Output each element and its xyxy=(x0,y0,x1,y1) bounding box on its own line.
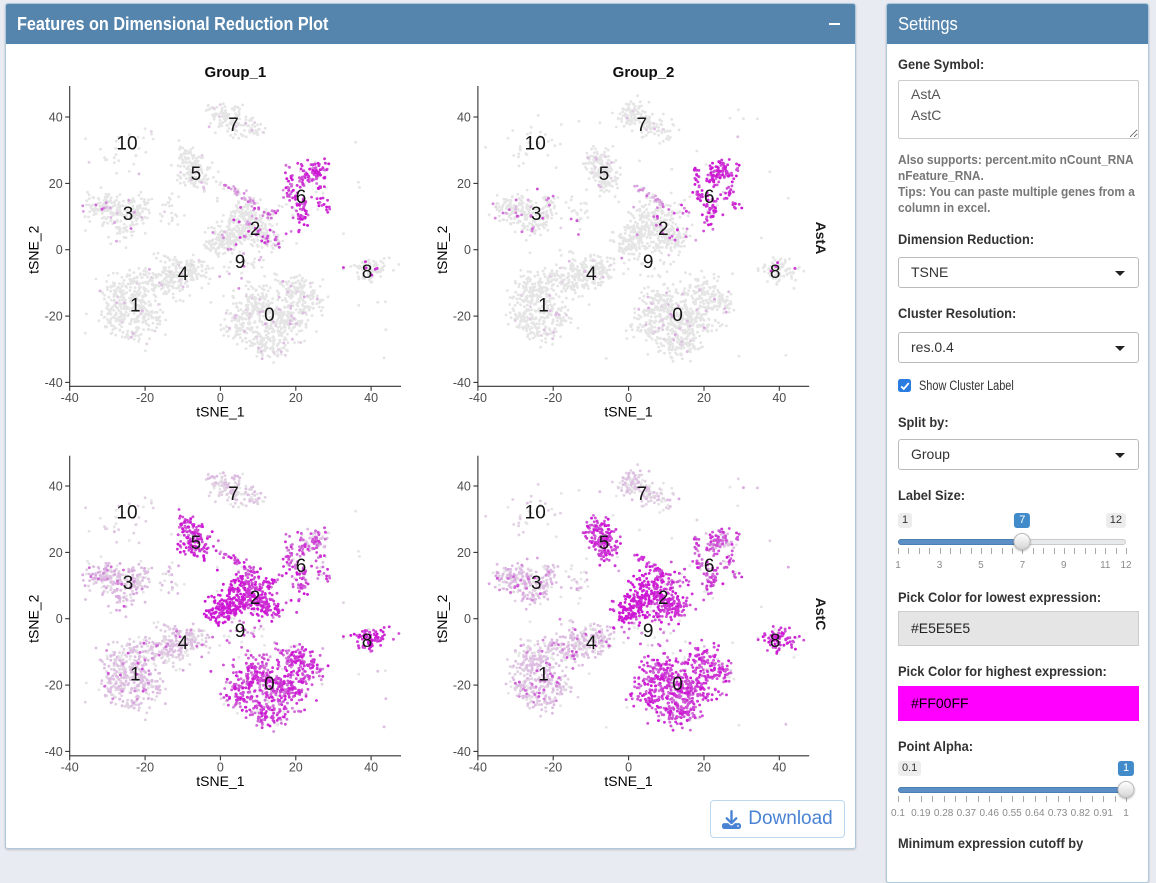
svg-text:20: 20 xyxy=(697,760,711,774)
svg-text:8: 8 xyxy=(770,631,781,652)
svg-text:5: 5 xyxy=(599,164,610,185)
svg-text:4: 4 xyxy=(178,264,189,285)
svg-text:2: 2 xyxy=(658,219,669,240)
svg-text:6: 6 xyxy=(704,556,715,577)
svg-text:7: 7 xyxy=(637,484,648,505)
svg-text:tSNE_1: tSNE_1 xyxy=(196,773,244,789)
svg-text:0: 0 xyxy=(217,391,224,405)
svg-text:-40: -40 xyxy=(45,745,63,759)
svg-text:4: 4 xyxy=(586,633,597,654)
svg-text:AstC: AstC xyxy=(813,598,829,631)
svg-text:3: 3 xyxy=(123,573,134,594)
svg-text:0: 0 xyxy=(56,243,63,257)
svg-text:4: 4 xyxy=(586,264,597,285)
svg-text:0: 0 xyxy=(264,674,275,695)
svg-text:tSNE_2: tSNE_2 xyxy=(26,594,42,642)
svg-text:40: 40 xyxy=(457,480,471,494)
svg-text:Group_1: Group_1 xyxy=(205,64,267,81)
svg-text:-40: -40 xyxy=(469,391,487,405)
svg-text:3: 3 xyxy=(531,573,542,594)
svg-text:tSNE_2: tSNE_2 xyxy=(434,594,450,642)
svg-text:9: 9 xyxy=(643,252,654,273)
svg-text:40: 40 xyxy=(49,111,63,125)
svg-text:20: 20 xyxy=(457,177,471,191)
svg-text:2: 2 xyxy=(658,588,669,609)
svg-text:-40: -40 xyxy=(469,760,487,774)
svg-text:AstA: AstA xyxy=(813,222,829,255)
svg-text:-40: -40 xyxy=(45,376,63,390)
svg-text:-40: -40 xyxy=(61,391,79,405)
svg-text:20: 20 xyxy=(289,391,303,405)
svg-text:6: 6 xyxy=(296,187,307,208)
svg-text:1: 1 xyxy=(538,665,549,686)
svg-text:-40: -40 xyxy=(453,376,471,390)
svg-text:5: 5 xyxy=(191,164,202,185)
svg-text:40: 40 xyxy=(49,480,63,494)
svg-text:2: 2 xyxy=(250,219,261,240)
svg-text:5: 5 xyxy=(191,533,202,554)
svg-text:7: 7 xyxy=(637,115,648,136)
svg-text:-40: -40 xyxy=(453,745,471,759)
svg-text:4: 4 xyxy=(178,633,189,654)
svg-text:Group_2: Group_2 xyxy=(613,64,675,81)
svg-text:20: 20 xyxy=(697,391,711,405)
svg-text:0: 0 xyxy=(625,760,632,774)
svg-text:20: 20 xyxy=(49,177,63,191)
svg-text:0: 0 xyxy=(56,612,63,626)
svg-text:40: 40 xyxy=(772,760,786,774)
svg-text:tSNE_1: tSNE_1 xyxy=(604,773,652,789)
svg-text:9: 9 xyxy=(235,621,246,642)
svg-text:0: 0 xyxy=(264,305,275,326)
svg-text:40: 40 xyxy=(772,391,786,405)
svg-text:10: 10 xyxy=(525,133,546,154)
svg-text:-40: -40 xyxy=(61,760,79,774)
svg-text:-20: -20 xyxy=(45,310,63,324)
svg-text:0: 0 xyxy=(217,760,224,774)
svg-text:40: 40 xyxy=(364,760,378,774)
svg-text:tSNE_2: tSNE_2 xyxy=(434,225,450,273)
svg-text:-20: -20 xyxy=(136,760,154,774)
svg-text:40: 40 xyxy=(457,111,471,125)
svg-text:-20: -20 xyxy=(453,310,471,324)
svg-text:8: 8 xyxy=(770,262,781,283)
svg-text:5: 5 xyxy=(599,533,610,554)
svg-text:20: 20 xyxy=(49,546,63,560)
svg-text:-20: -20 xyxy=(453,679,471,693)
svg-text:9: 9 xyxy=(235,252,246,273)
svg-text:3: 3 xyxy=(123,204,134,225)
svg-text:tSNE_2: tSNE_2 xyxy=(26,225,42,273)
svg-text:tSNE_1: tSNE_1 xyxy=(604,403,652,419)
svg-text:3: 3 xyxy=(531,204,542,225)
svg-text:8: 8 xyxy=(362,631,373,652)
svg-text:1: 1 xyxy=(130,296,141,317)
svg-text:10: 10 xyxy=(116,133,137,154)
svg-text:0: 0 xyxy=(625,391,632,405)
svg-text:6: 6 xyxy=(296,556,307,577)
svg-text:-20: -20 xyxy=(45,679,63,693)
svg-text:40: 40 xyxy=(364,391,378,405)
svg-text:-20: -20 xyxy=(544,391,562,405)
svg-text:10: 10 xyxy=(525,502,546,523)
svg-text:1: 1 xyxy=(130,665,141,686)
svg-text:0: 0 xyxy=(464,612,471,626)
svg-text:0: 0 xyxy=(672,305,683,326)
svg-text:9: 9 xyxy=(643,621,654,642)
svg-text:-20: -20 xyxy=(544,760,562,774)
svg-text:2: 2 xyxy=(250,588,261,609)
svg-text:6: 6 xyxy=(704,187,715,208)
svg-text:20: 20 xyxy=(289,760,303,774)
svg-text:20: 20 xyxy=(457,546,471,560)
svg-text:8: 8 xyxy=(362,262,373,283)
svg-text:7: 7 xyxy=(228,484,239,505)
svg-text:0: 0 xyxy=(464,243,471,257)
svg-text:tSNE_1: tSNE_1 xyxy=(196,403,244,419)
svg-text:7: 7 xyxy=(228,115,239,136)
svg-text:-20: -20 xyxy=(136,391,154,405)
svg-text:1: 1 xyxy=(538,296,549,317)
svg-text:10: 10 xyxy=(116,502,137,523)
svg-text:0: 0 xyxy=(672,674,683,695)
